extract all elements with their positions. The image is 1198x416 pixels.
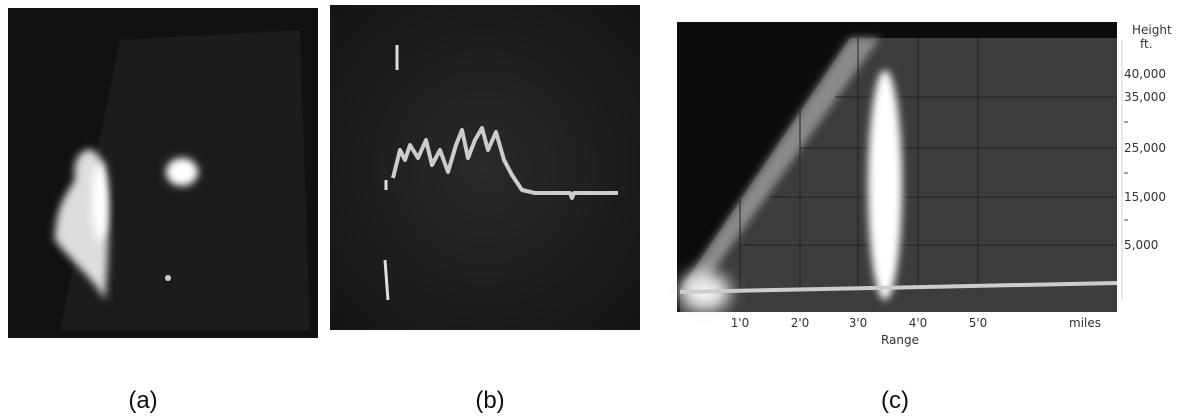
- panel-c-image: [677, 22, 1128, 312]
- y-tick-labels: 40,000 35,000 25,000 15,000 5,000: [1124, 67, 1166, 252]
- x-tick-label: 4'0: [909, 316, 928, 330]
- x-axis-title: Range: [881, 333, 919, 347]
- caption: (b): [475, 387, 504, 414]
- y-axis-title: Height: [1132, 23, 1172, 37]
- y-axis-title: ft.: [1140, 37, 1153, 51]
- panel-a-image: [8, 8, 318, 338]
- figure: (a) (b) Height ft. Range 40,000 35,000 25,…: [0, 0, 1198, 416]
- y-tick-label: 15,000: [1124, 190, 1166, 204]
- x-tick-label: 1'0: [731, 316, 750, 330]
- y-tick-label: 5,000: [1124, 238, 1158, 252]
- x-tick-label: 5'0: [969, 316, 988, 330]
- x-tick-label: 2'0: [791, 316, 810, 330]
- y-tick-label: 25,000: [1124, 141, 1166, 155]
- panel-b-image: [330, 5, 640, 330]
- caption: (a): [128, 387, 157, 414]
- y-tick-label: 40,000: [1124, 67, 1166, 81]
- caption: (c): [881, 387, 909, 414]
- x-tick-label: 3'0: [849, 316, 868, 330]
- x-tick-label: miles: [1069, 316, 1101, 330]
- y-tick-label: 35,000: [1124, 90, 1166, 104]
- x-tick-labels: 1'0 2'0 3'0 4'0 5'0 miles: [731, 316, 1101, 330]
